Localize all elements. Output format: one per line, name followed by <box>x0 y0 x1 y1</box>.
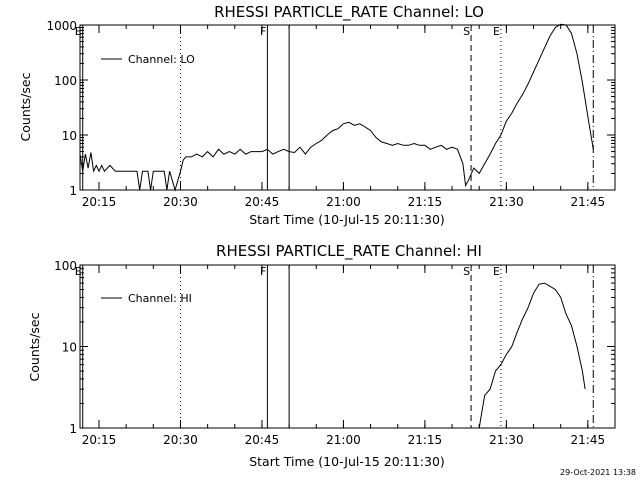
event-marker-label: S <box>463 265 470 278</box>
x-tick-label: 21:15 <box>408 433 443 447</box>
event-marker-label: S <box>463 25 470 38</box>
panel-lo: RHESSI PARTICLE_RATE Channel: LO Counts/… <box>18 3 616 227</box>
x-tick-label: 21:15 <box>408 195 443 209</box>
y-tick-label: 100 <box>54 74 77 88</box>
legend-label: Channel: LO <box>128 53 195 66</box>
y-tick-label: 1000 <box>46 19 77 33</box>
x-tick-label: 20:45 <box>245 433 280 447</box>
x-tick-label: 21:30 <box>489 433 524 447</box>
x-tick-label: 20:30 <box>163 433 198 447</box>
event-marker-label: F <box>260 25 266 38</box>
x-tick-label: 20:15 <box>82 195 117 209</box>
x-tick-label: 20:30 <box>163 195 198 209</box>
legend-label: Channel: HI <box>128 292 192 305</box>
generation-date: 29-Oct-2021 13:38 <box>560 468 636 477</box>
x-tick-label: 21:45 <box>571 195 606 209</box>
x-tick-label: 20:15 <box>82 433 117 447</box>
ticks-hi: 20:15 20:30 20:45 21:00 21:15 21:30 21:45 1 10 10… <box>54 259 616 447</box>
y-axis-label: Counts/sec <box>18 72 33 141</box>
series-line-lo <box>79 23 594 192</box>
x-axis-label: Start Time (10-Jul-15 20:11:30) <box>249 212 445 227</box>
x-tick-label: 20:45 <box>245 195 280 209</box>
plot-frame <box>79 264 616 429</box>
panel-hi: RHESSI PARTICLE_RATE Channel: HI Counts/… <box>27 242 616 469</box>
x-tick-label: 21:30 <box>489 195 524 209</box>
event-marker-label: E <box>493 25 500 38</box>
y-tick-label: 100 <box>54 259 77 273</box>
x-tick-label: 21:00 <box>326 195 361 209</box>
chart-title: RHESSI PARTICLE_RATE Channel: HI <box>216 242 482 261</box>
event-marker-label: E <box>75 265 82 278</box>
event-marker-label: E <box>493 265 500 278</box>
y-tick-label: 10 <box>62 129 77 143</box>
x-tick-label: 21:00 <box>326 433 361 447</box>
series-line-hi <box>478 282 586 429</box>
event-marker-label: E <box>75 25 82 38</box>
x-tick-label: 21:45 <box>571 433 606 447</box>
event-marker-label: F <box>260 265 266 278</box>
y-tick-label: 10 <box>62 341 77 355</box>
y-tick-label: 1 <box>69 422 77 436</box>
y-tick-label: 1 <box>69 184 77 198</box>
plot-frame <box>79 24 616 191</box>
chart-title: RHESSI PARTICLE_RATE Channel: LO <box>214 3 484 22</box>
y-axis-label: Counts/sec <box>27 312 42 381</box>
x-axis-label: Start Time (10-Jul-15 20:11:30) <box>249 454 445 469</box>
ticks-lo: 20:15 20:30 20:45 21:00 21:15 21:30 21:45 1 10 10… <box>46 19 616 209</box>
